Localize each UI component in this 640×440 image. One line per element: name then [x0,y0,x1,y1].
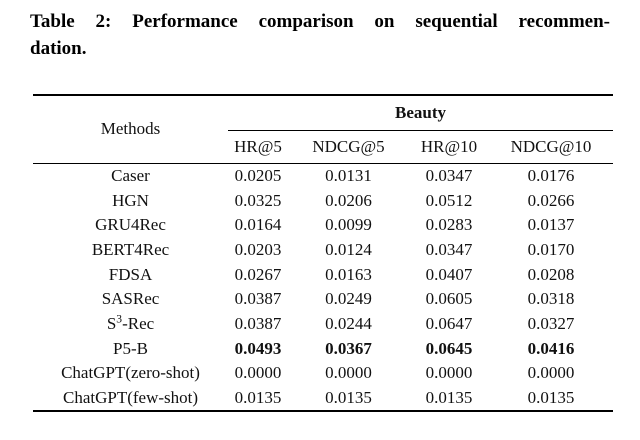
methods-header: Methods [33,95,228,164]
value-cell: 0.0124 [325,239,372,259]
table-row: FDSA 0.0267 0.0163 0.0407 0.0208 [33,262,613,287]
value-cell: 0.0000 [325,363,372,383]
value-cell: 0.0367 [325,338,372,358]
table-row: P5-B 0.0493 0.0367 0.0645 0.0416 [33,336,613,361]
method-cell: Caser [111,165,150,185]
value-cell: 0.0099 [325,215,372,235]
value-cell: 0.0283 [425,215,473,235]
value-cell: 0.0267 [234,264,282,284]
value-cell: 0.0208 [527,264,575,284]
caption-line-2: dation. [30,38,87,59]
value-cell: 0.0325 [234,190,282,210]
method-cell: ChatGPT(zero-shot) [61,363,200,383]
value-cell: 0.0605 [425,289,473,309]
value-cell: 0.0327 [527,313,575,333]
value-cell: 0.0000 [234,363,282,383]
column-header-ndcg10: NDCG@10 [489,130,613,164]
value-cell: 0.0512 [425,190,473,210]
table-row: S3-Rec 0.0387 0.0244 0.0647 0.0327 [33,312,613,337]
caption-line-1: Table 2: Performance comparison on seque… [30,11,610,32]
table-row: SASRec 0.0387 0.0249 0.0605 0.0318 [33,287,613,312]
method-cell: FDSA [108,264,153,284]
dataset-group-header: Beauty [228,95,613,131]
method-cell: P5-B [113,338,148,358]
value-cell: 0.0407 [425,264,473,284]
method-cell: BERT4Rec [91,239,170,259]
value-cell: 0.0000 [527,363,575,383]
value-cell: 0.0000 [425,363,473,383]
table-caption: Table 2: Performance comparison on seque… [30,8,610,62]
value-cell: 0.0416 [527,338,575,358]
superscript: 3 [116,312,123,326]
header-group-row: Methods Beauty [33,95,613,164]
value-cell: 0.0164 [234,215,282,235]
value-cell: 0.0249 [325,289,372,309]
value-cell: 0.0135 [325,388,372,408]
value-cell: 0.0493 [234,338,282,358]
value-cell: 0.0135 [527,388,575,408]
value-cell: 0.0131 [325,165,372,185]
value-cell: 0.0206 [325,190,372,210]
value-cell: 0.0266 [527,190,575,210]
value-cell: 0.0176 [527,165,575,185]
column-header-hr10: HR@10 [409,130,489,164]
table-row: GRU4Rec 0.0164 0.0099 0.0283 0.0137 [33,213,613,238]
value-cell: 0.0347 [425,165,473,185]
value-cell: 0.0244 [325,313,372,333]
table-row: ChatGPT(few-shot) 0.0135 0.0135 0.0135 0.013… [33,386,613,412]
column-header-hr5: HR@5 [228,130,288,164]
value-cell: 0.0387 [234,289,282,309]
column-header-ndcg5: NDCG@5 [288,130,409,164]
method-cell: SASRec [101,289,160,309]
table-row: ChatGPT(zero-shot) 0.0000 0.0000 0.0000 0.00… [33,361,613,386]
method-cell: S3-Rec [106,312,155,333]
table-row: BERT4Rec 0.0203 0.0124 0.0347 0.0170 [33,238,613,263]
results-table: Methods Beauty HR@5 NDCG@5 HR@10 NDCG@10… [33,94,613,413]
value-cell: 0.0170 [527,239,575,259]
value-cell: 0.0645 [425,338,473,358]
value-cell: 0.0647 [425,313,473,333]
method-cell: GRU4Rec [95,215,166,235]
table-row: Caser 0.0205 0.0131 0.0347 0.0176 [33,163,613,188]
table-body: Caser 0.0205 0.0131 0.0347 0.0176 HGN 0.0325 0.… [33,163,613,411]
value-cell: 0.0205 [234,165,282,185]
header-metrics-row: HR@5 NDCG@5 HR@10 NDCG@10 [33,130,613,164]
value-cell: 0.0347 [425,239,473,259]
value-cell: 0.0203 [234,239,282,259]
method-cell: ChatGPT(few-shot) [62,388,199,408]
value-cell: 0.0137 [527,215,575,235]
method-cell: HGN [112,190,149,210]
value-cell: 0.0387 [234,313,282,333]
value-cell: 0.0318 [527,289,575,309]
value-cell: 0.0135 [425,388,473,408]
value-cell: 0.0163 [325,264,372,284]
table-row: HGN 0.0325 0.0206 0.0512 0.0266 [33,188,613,213]
value-cell: 0.0135 [234,388,282,408]
